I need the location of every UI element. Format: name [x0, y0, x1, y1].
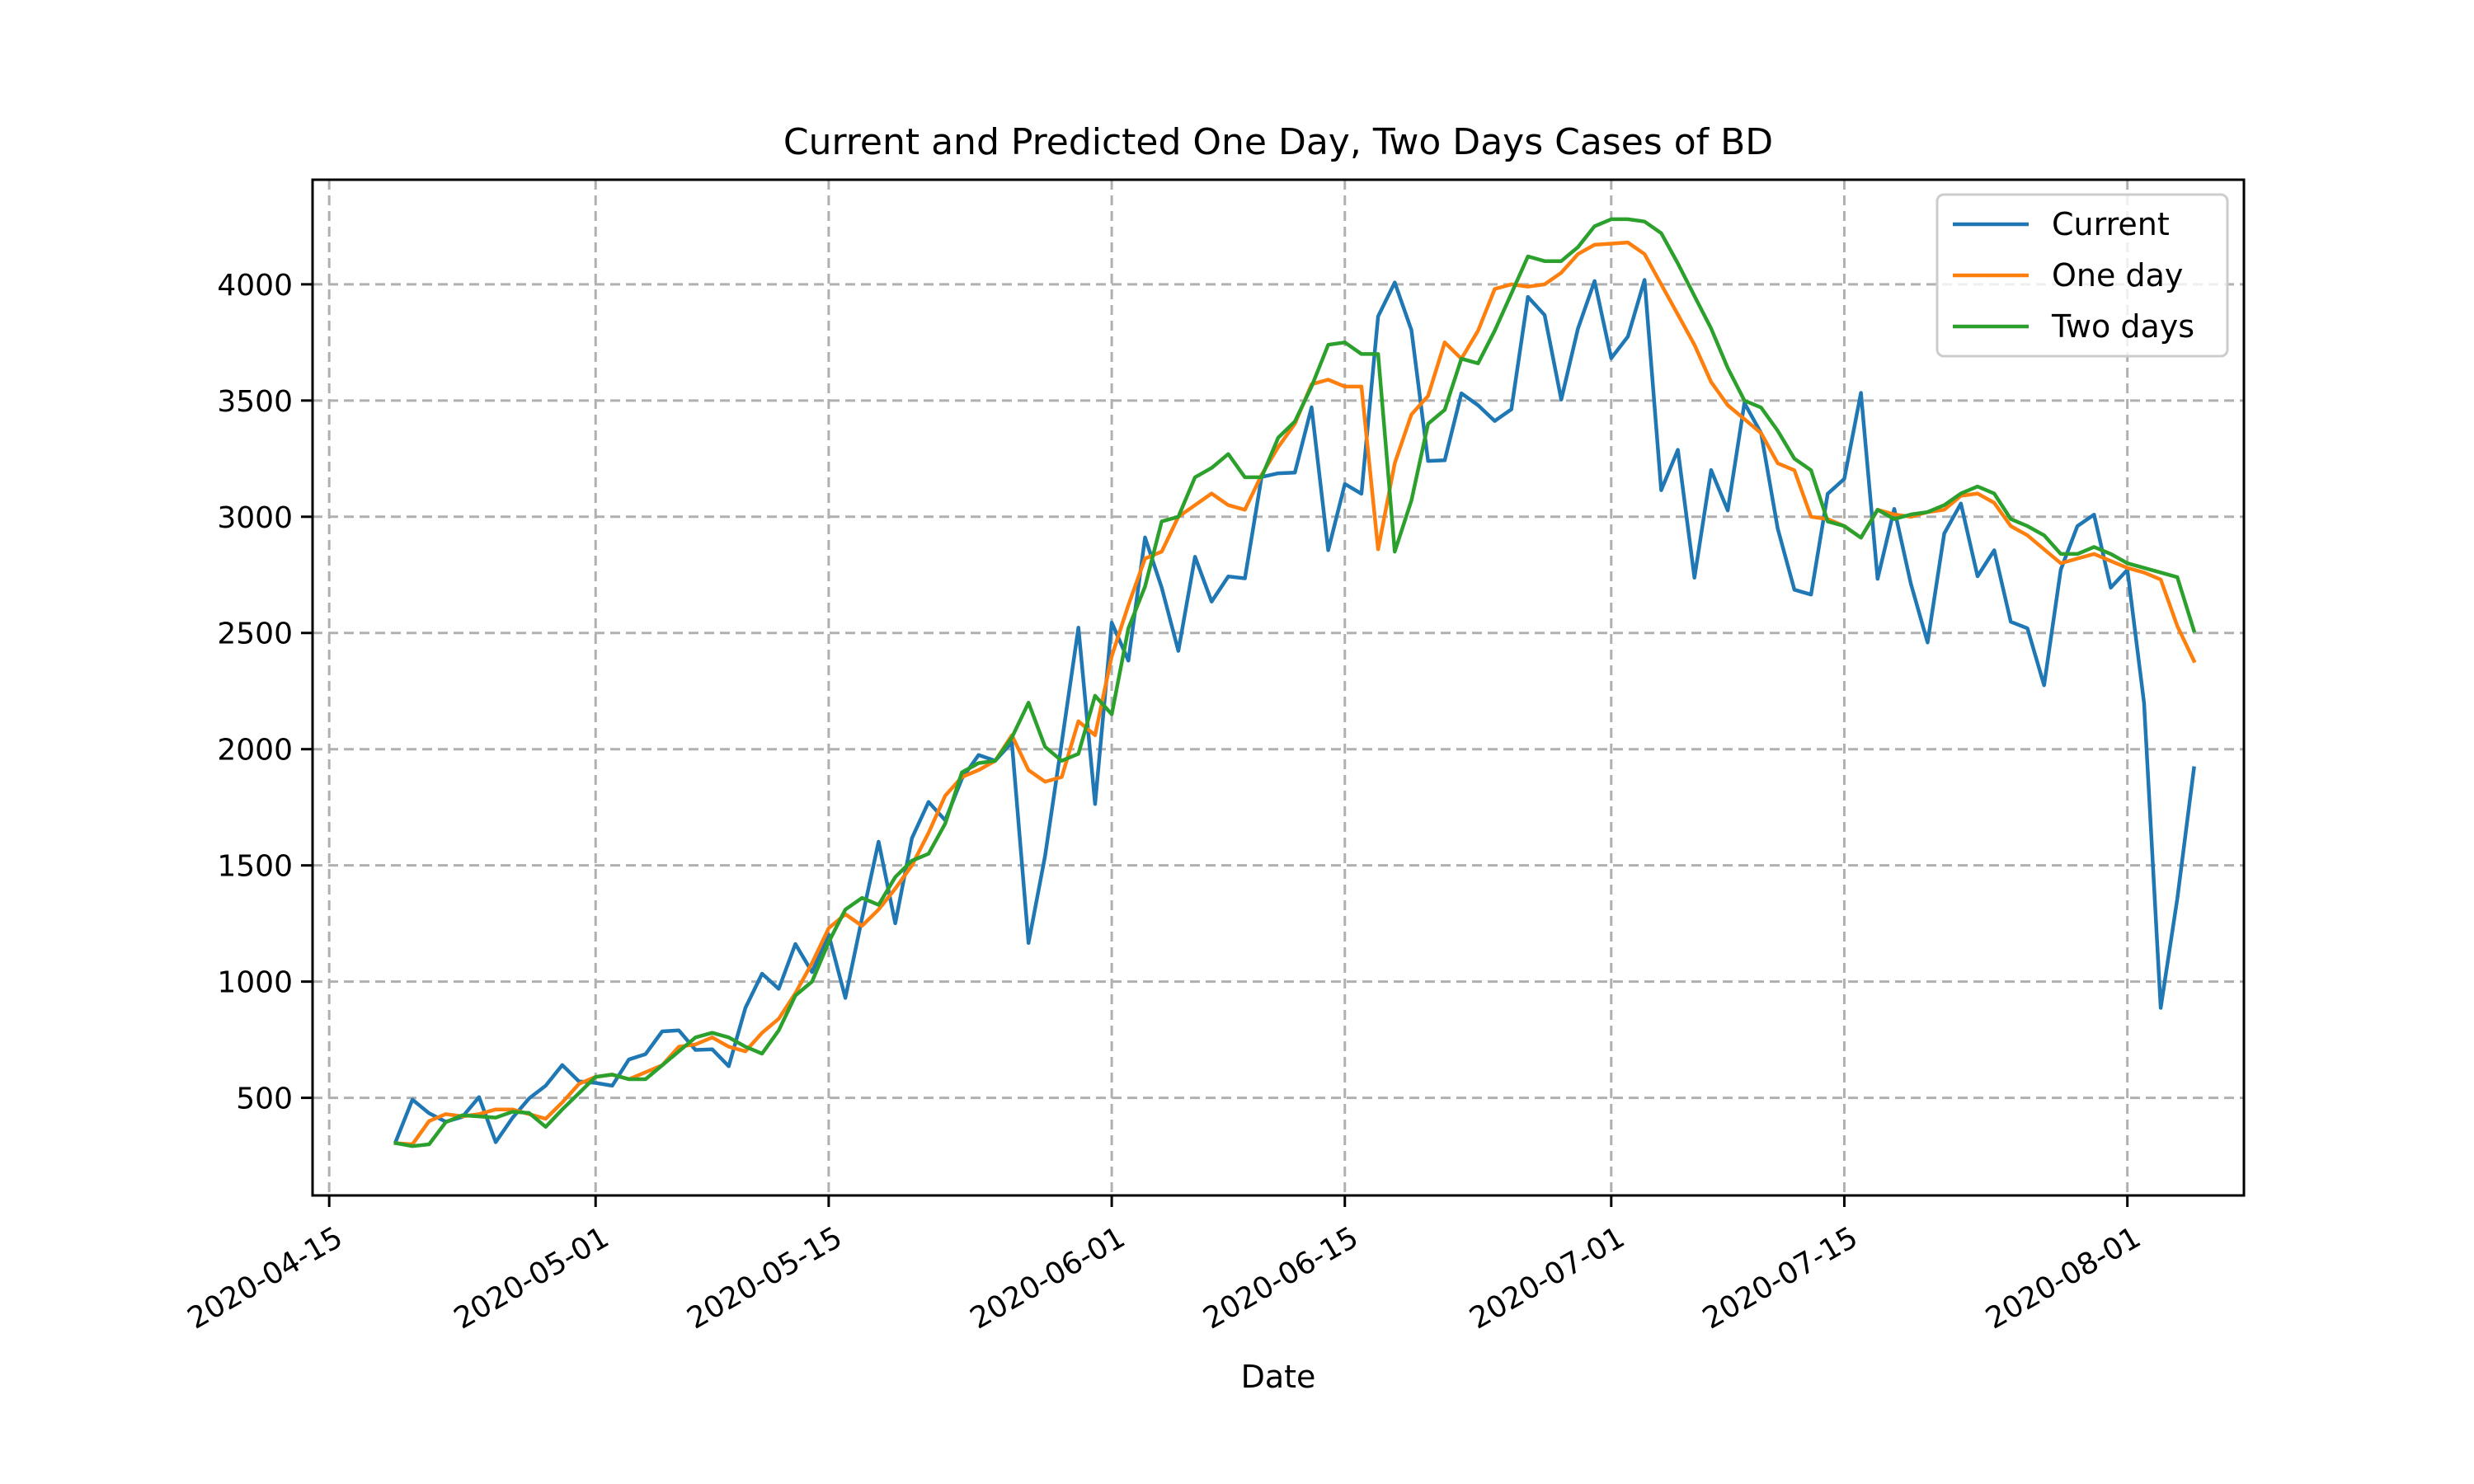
y-tick-label: 1500: [217, 850, 293, 884]
y-tick-label: 2000: [217, 734, 293, 768]
y-tick-label: 500: [236, 1082, 293, 1116]
y-tick-label: 2500: [217, 618, 293, 651]
plot-frame: [311, 178, 2246, 1197]
y-tick-label: 1000: [217, 966, 293, 1000]
x-axis-label: Date: [1241, 1359, 1316, 1395]
grid-lines: [313, 180, 2244, 1195]
legend-box: [1935, 193, 2229, 358]
legend-label: Two days: [2051, 308, 2194, 345]
chart-title: Current and Predicted One Day, Two Days …: [783, 121, 1773, 163]
y-tick-label: 3500: [217, 385, 293, 419]
y-tick-label: 3000: [217, 501, 293, 535]
series-line-current: [393, 278, 2196, 1144]
legend-label: Current: [2052, 206, 2170, 242]
y-tick-label: 4000: [217, 269, 293, 303]
legend-label: One day: [2052, 257, 2183, 294]
legend: Current One day Two days: [1935, 193, 2229, 358]
series-line-two-days: [393, 217, 2197, 1148]
series-lines: [393, 217, 2197, 1148]
